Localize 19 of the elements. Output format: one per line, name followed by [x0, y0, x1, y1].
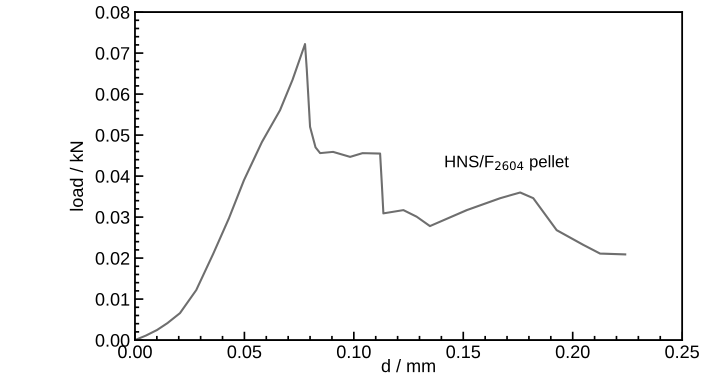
series-label: HNS/F$_{2604}$ pellet — [445, 155, 569, 171]
x-tick-label: 0.05 — [228, 345, 262, 358]
x-tick-label: 0.15 — [446, 345, 480, 358]
x-tick-label: 0.25 — [665, 345, 699, 358]
line-series — [134, 43, 626, 340]
y-tick-label: 0.03 — [96, 211, 130, 224]
y-tick-label: 0.05 — [96, 129, 130, 142]
y-axis-title: load / kN — [70, 142, 84, 210]
y-tick-label: 0.08 — [96, 6, 130, 19]
x-tick-label: 0.10 — [336, 345, 371, 358]
y-tick-label: 0.07 — [96, 47, 130, 60]
y-tick-label: 0.02 — [96, 252, 130, 265]
y-tick-label: 0.00 — [96, 334, 130, 347]
x-axis-title: d / mm — [382, 358, 435, 372]
y-tick-label: 0.06 — [96, 88, 130, 101]
y-tick-label: 0.01 — [96, 293, 130, 306]
y-tick-label: 0.04 — [96, 170, 130, 183]
x-tick-label: 0.20 — [556, 345, 590, 358]
x-tick-label: 0.00 — [118, 345, 152, 358]
